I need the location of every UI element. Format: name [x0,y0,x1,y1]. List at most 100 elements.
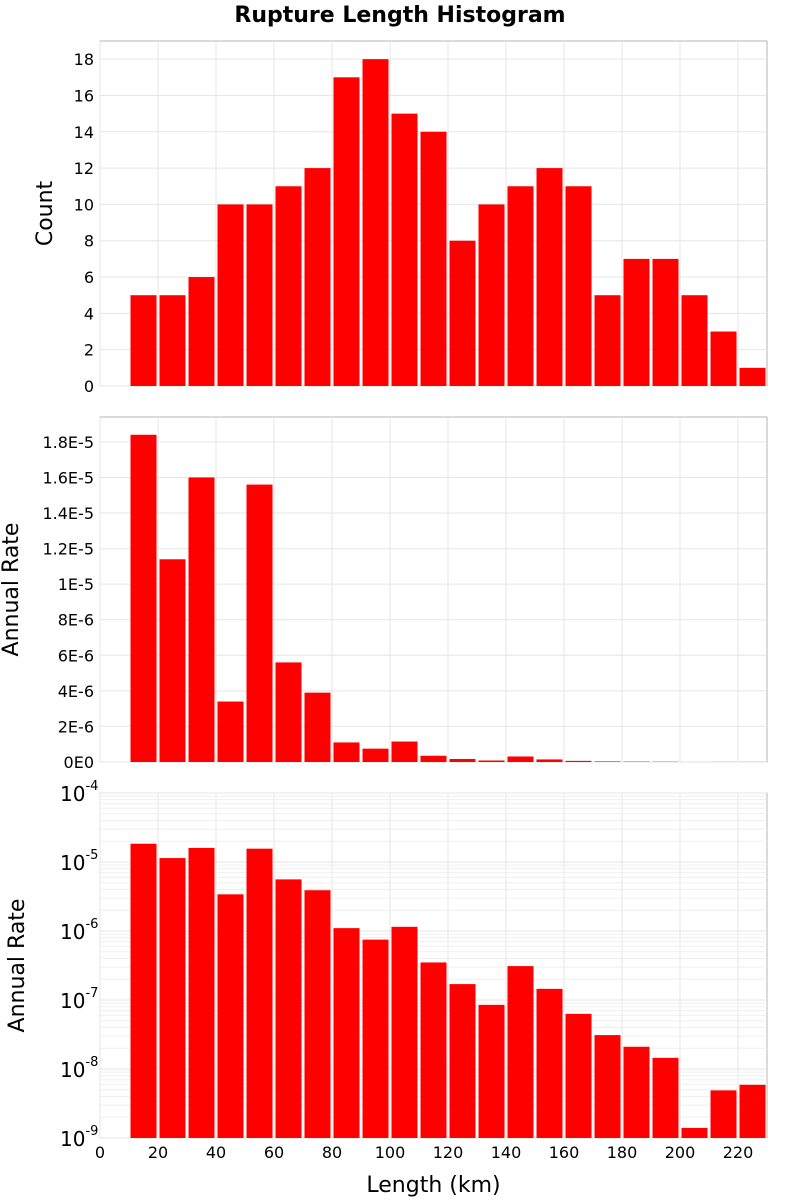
bar [681,1127,708,1138]
bar [536,168,563,386]
y-tick-base: 10 [60,782,85,806]
x-tick-label: 180 [607,1143,638,1162]
bar [652,1057,679,1138]
y-tick-base: 10 [60,851,85,875]
y-tick-exponent: -4 [85,779,98,794]
bar [188,477,215,762]
y-tick-label: 6 [84,268,94,287]
y-tick-label: 0E0 [64,753,94,772]
y-tick-base: 10 [60,1058,85,1082]
bar [478,760,505,762]
bar [130,434,157,762]
y-tick-exponent: -9 [85,1124,98,1139]
bar [565,1013,592,1138]
bar [333,742,360,762]
y-tick-label: 10-7 [60,986,98,1013]
x-tick-label: 220 [723,1143,754,1162]
bar [652,258,679,386]
y-tick-label: 8 [84,232,94,251]
x-tick-label: 0 [95,1143,105,1162]
bar [536,759,563,762]
y-tick-label: 1.8E-5 [42,433,94,452]
bar [449,758,476,762]
x-tick-label: 100 [375,1143,406,1162]
bar [159,858,186,1138]
bar [159,295,186,386]
y-tick-label: 14 [74,123,94,142]
y-tick-label: 10-4 [60,779,98,806]
y-axis-label: Annual Rate [0,523,24,657]
x-tick-label: 140 [491,1143,522,1162]
bar [623,1046,650,1138]
bar [188,277,215,386]
y-tick-exponent: -6 [85,917,98,932]
y-tick-label: 4 [84,304,94,323]
y-tick-label: 1.6E-5 [42,468,94,487]
bar [478,1004,505,1138]
bar [217,701,244,762]
x-tick-label: 160 [549,1143,580,1162]
bar [246,484,273,762]
bar [362,939,389,1138]
x-tick-label: 20 [148,1143,168,1162]
bar [594,295,621,386]
y-tick-base: 10 [60,920,85,944]
y-tick-label: 2 [84,341,94,360]
bar [130,295,157,386]
y-tick-label: 10-6 [60,917,98,944]
bar [739,1084,766,1138]
bar [420,131,447,386]
bar [275,186,302,386]
bar [536,988,563,1138]
bar [362,59,389,386]
bar [710,331,737,386]
y-tick-label: 0 [84,377,94,396]
y-tick-exponent: -7 [85,986,98,1001]
bar [304,692,331,762]
chart-title: Rupture Length Histogram [234,3,565,28]
y-tick-exponent: -5 [85,848,98,863]
y-tick-label: 10-8 [60,1055,98,1082]
bar [275,662,302,762]
x-tick-label: 60 [264,1143,284,1162]
bar [304,168,331,386]
y-tick-exponent: -8 [85,1055,98,1070]
bar [507,756,534,762]
bar [362,748,389,762]
bar [246,848,273,1138]
bar [130,843,157,1138]
x-axis-label: Length (km) [366,1173,500,1198]
bar [304,890,331,1138]
bar [449,240,476,386]
bar [739,367,766,386]
bar [217,204,244,386]
bar [710,1090,737,1138]
bar [449,984,476,1138]
bar [594,1035,621,1138]
bar [420,962,447,1138]
bar [391,926,418,1138]
y-tick-label: 8E-6 [58,611,94,630]
bar [478,204,505,386]
bar [333,77,360,386]
y-tick-label: 2E-6 [58,717,94,736]
bar [507,966,534,1138]
x-tick-label: 40 [206,1143,226,1162]
bar [217,894,244,1138]
bar [391,113,418,386]
bar [681,295,708,386]
y-tick-label: 16 [74,86,94,105]
annual-rate-log-panel: 10-910-810-710-610-510-40 20 40 60 80 100 120 1… [5,779,768,1198]
y-axis-label: Annual Rate [5,899,30,1033]
bar [188,847,215,1138]
y-tick-label: 1E-5 [58,575,94,594]
y-tick-label: 1.2E-5 [42,540,94,559]
y-tick-label: 18 [74,50,94,69]
bar [275,879,302,1138]
y-tick-label: 4E-6 [58,682,94,701]
bar [623,258,650,386]
y-tick-base: 10 [60,989,85,1013]
bar [420,755,447,762]
y-tick-label: 12 [74,159,94,178]
